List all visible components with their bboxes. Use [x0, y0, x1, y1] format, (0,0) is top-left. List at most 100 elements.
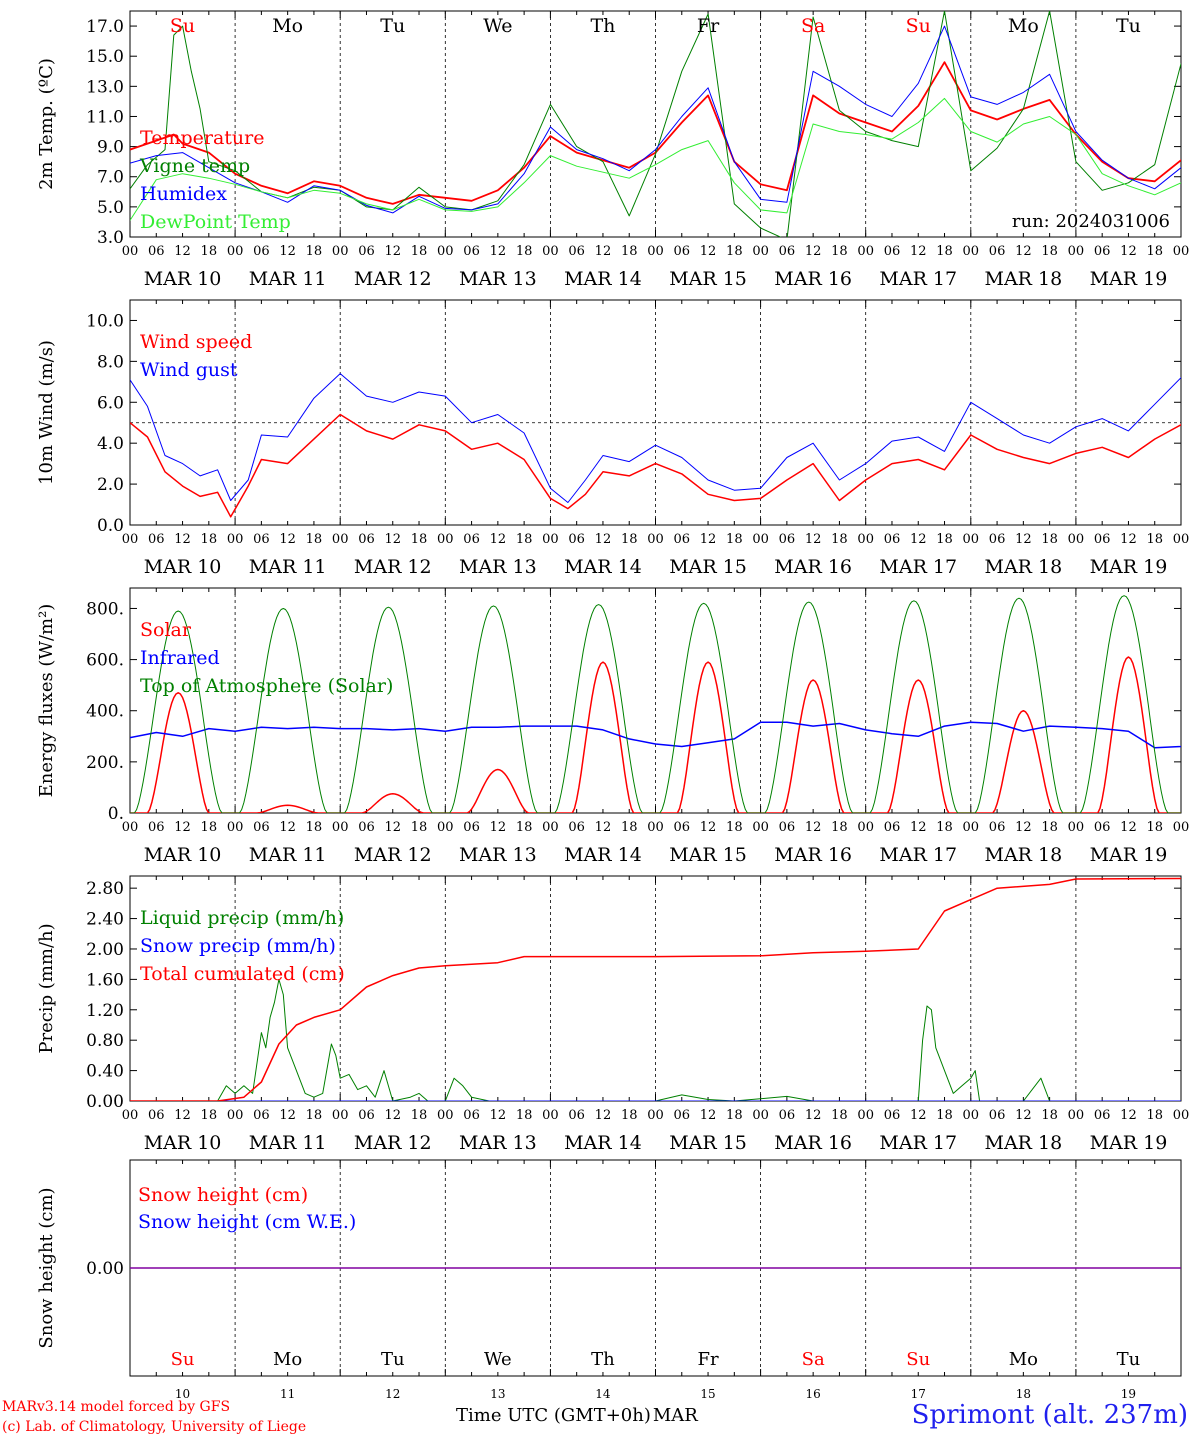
hour-tick-label: 00: [752, 532, 769, 547]
day-number-label: 15: [700, 1387, 715, 1401]
date-label: MAR 19: [1090, 844, 1168, 866]
time-label: Time UTC (GMT+0h): [456, 1405, 651, 1426]
hour-tick-label: 12: [490, 244, 507, 259]
hour-tick-label: 06: [884, 1108, 901, 1123]
hour-tick-label: 12: [1120, 244, 1137, 259]
y-tick-label: 2.80: [86, 879, 124, 899]
hour-tick-label: 06: [779, 820, 796, 835]
hour-tick-label: 18: [831, 820, 848, 835]
hour-tick-label: 12: [805, 532, 822, 547]
hour-tick-label: 06: [568, 1108, 585, 1123]
y-tick-label: 0.00: [86, 1092, 124, 1112]
hour-tick-label: 12: [1120, 820, 1137, 835]
hour-tick-label: 00: [542, 532, 559, 547]
legend-entry: Wind speed: [140, 331, 252, 353]
legend-entry: DewPoint Temp: [140, 211, 291, 233]
y-tick-label: 400.: [86, 702, 124, 722]
panel-frame-wind: [129, 299, 1182, 526]
hour-tick-label: 18: [201, 1108, 218, 1123]
hour-tick-label: 12: [595, 820, 612, 835]
date-label: MAR 14: [564, 844, 642, 866]
hour-tick-label: 18: [726, 532, 743, 547]
bottom-weekday-label: Fr: [698, 1349, 719, 1370]
hour-tick-label: 06: [253, 532, 270, 547]
series-line-wind-speed: [130, 413, 1181, 518]
hour-tick-label: 12: [174, 1108, 191, 1123]
hour-tick-label: 18: [201, 244, 218, 259]
hour-tick-label: 00: [122, 820, 139, 835]
hour-tick-label: 12: [595, 1108, 612, 1123]
y-tick-label: 6.0: [97, 393, 124, 413]
date-label: MAR 14: [564, 268, 642, 290]
hour-tick-label: 06: [884, 532, 901, 547]
panel-frame-energy: [129, 587, 1182, 814]
hour-tick-label: 00: [647, 820, 664, 835]
y-tick-label: 7.0: [97, 168, 124, 188]
hour-tick-label: 18: [726, 244, 743, 259]
hour-tick-label: 12: [805, 244, 822, 259]
date-label: MAR 19: [1090, 556, 1168, 578]
hour-tick-label: 18: [411, 244, 428, 259]
weekday-label: Sa: [801, 15, 825, 37]
y-tick-label: 15.0: [86, 47, 124, 67]
hour-tick-label: 12: [174, 532, 191, 547]
date-label: MAR 11: [249, 844, 327, 866]
hour-tick-label: 12: [1015, 532, 1032, 547]
hour-tick-label: 18: [1041, 820, 1058, 835]
date-label: MAR 11: [249, 556, 327, 578]
hour-tick-label: 00: [1068, 820, 1085, 835]
bottom-weekday-label: Su: [171, 1349, 195, 1370]
hour-tick-label: 06: [148, 244, 165, 259]
hour-tick-label: 06: [989, 244, 1006, 259]
y-axis-label: Snow height (cm): [36, 1187, 57, 1348]
hour-tick-label: 12: [1120, 1108, 1137, 1123]
y-tick-label: 13.0: [86, 77, 124, 97]
hour-tick-label: 00: [122, 532, 139, 547]
bottom-weekday-label: Th: [591, 1349, 615, 1370]
hour-tick-label: 06: [463, 244, 480, 259]
day-number-label: 17: [911, 1387, 926, 1401]
hour-tick-label: 00: [857, 1108, 874, 1123]
hour-tick-label: 00: [542, 1108, 559, 1123]
hour-tick-label: 00: [1068, 244, 1085, 259]
date-label: MAR 10: [144, 1132, 222, 1154]
hour-tick-label: 18: [936, 532, 953, 547]
day-number-label: 13: [490, 1387, 505, 1401]
date-label: MAR 18: [984, 268, 1062, 290]
legend-entry: Snow height (cm W.E.): [138, 1211, 356, 1233]
hour-tick-label: 00: [227, 1108, 244, 1123]
hour-tick-label: 06: [358, 532, 375, 547]
y-tick-label: 10.0: [86, 311, 124, 331]
date-label: MAR 18: [984, 844, 1062, 866]
hour-tick-label: 18: [936, 820, 953, 835]
hour-tick-label: 00: [332, 820, 349, 835]
hour-tick-label: 12: [384, 820, 401, 835]
hour-tick-label: 12: [279, 1108, 296, 1123]
hour-tick-label: 12: [490, 1108, 507, 1123]
day-number-label: 16: [806, 1387, 821, 1401]
hour-tick-label: 00: [963, 532, 980, 547]
hour-tick-label: 06: [674, 244, 691, 259]
hour-tick-label: 06: [253, 244, 270, 259]
series-line-dewpoint-temp: [130, 97, 1181, 221]
date-label: MAR 12: [354, 556, 432, 578]
date-label: MAR 16: [774, 844, 852, 866]
y-tick-label: 2.40: [86, 910, 124, 930]
hour-tick-label: 06: [463, 1108, 480, 1123]
hour-tick-label: 06: [253, 820, 270, 835]
weekday-label: Su: [906, 15, 931, 37]
hour-tick-label: 06: [884, 244, 901, 259]
date-label: MAR 11: [249, 1132, 327, 1154]
hour-tick-label: 00: [332, 1108, 349, 1123]
date-label: MAR 13: [459, 268, 537, 290]
station-title: Sprimont (alt. 237m): [911, 1400, 1188, 1430]
weekday-label: Fr: [697, 15, 720, 37]
hour-tick-label: 06: [148, 1108, 165, 1123]
hour-tick-label: 00: [332, 532, 349, 547]
hour-tick-label: 00: [647, 1108, 664, 1123]
hour-tick-label: 00: [752, 820, 769, 835]
hour-tick-label: 06: [358, 244, 375, 259]
legend-entry: Liquid precip (mm/h): [140, 907, 344, 929]
date-label: MAR 15: [669, 556, 747, 578]
date-label: MAR 17: [879, 1132, 957, 1154]
